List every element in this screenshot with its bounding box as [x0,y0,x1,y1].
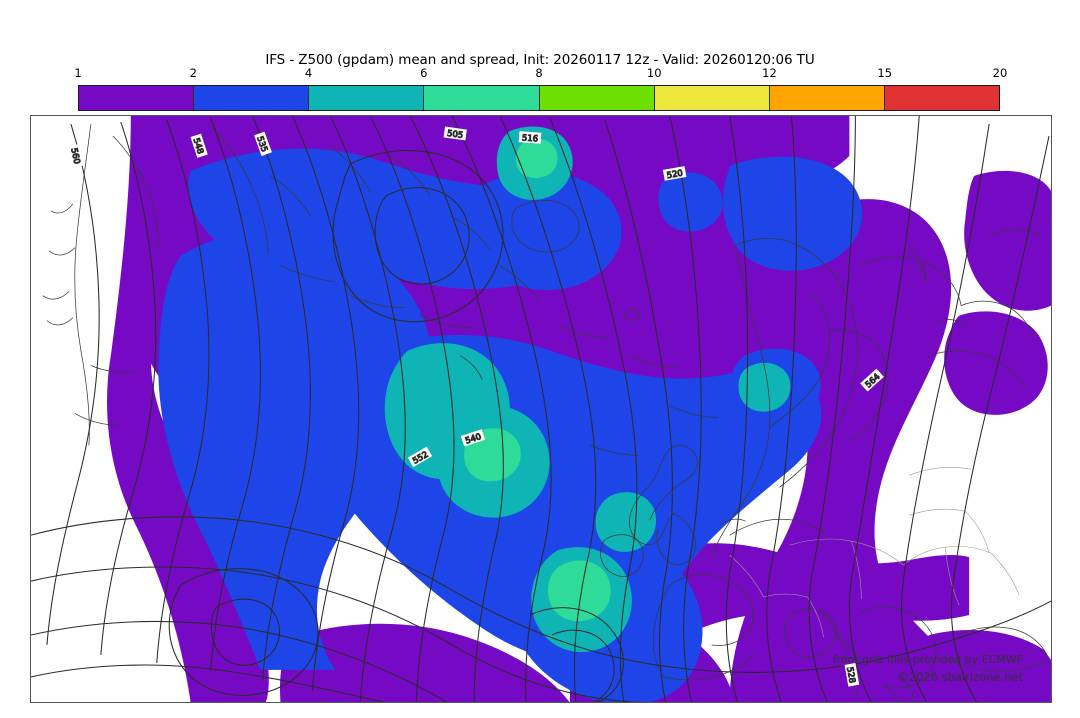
spread-band-2-4-sc [731,411,796,473]
map-canvas: 560 548 535 505 [31,116,1051,702]
spread-band-1-2-ne [964,170,1051,311]
colorbar-segment-2-4 [193,86,309,110]
spread-band-6-8-b [547,560,611,622]
colorbar-tick-3: 6 [420,66,428,80]
colorbar-tick-2: 4 [304,66,313,80]
colorbar-tick-1: 2 [189,66,197,80]
colorbar-segment-4-6 [308,86,424,110]
contour-label-528: 528 [845,666,858,684]
contour-label-520: 520 [666,168,684,181]
spread-band-1-2-sw [280,623,570,702]
contour-layer: 560 548 535 505 [31,116,1051,702]
spread-band-6-8-c [516,138,558,178]
colorbar-segment-15-20 [883,86,999,110]
colorbar-segment-8-10 [538,86,654,110]
spread-band-2-4-mr [658,172,723,232]
colorbar-segment-10-12 [653,86,769,110]
map-panel: 560 548 535 505 [30,115,1052,703]
colorbar-strip [78,85,1000,111]
spread-colorbar: 1 2 4 6 8 10 12 15 20 [74,66,1007,111]
colorbar-tick-5: 10 [646,66,662,80]
colorbar-tick-labels: 1 2 4 6 8 10 12 15 20 [74,66,1007,82]
spread-band-2-4 [158,228,432,670]
contour-label-548: 548 [191,137,206,155]
contour-label-560: 560 [69,147,82,165]
colorbar-tick-0: 1 [74,66,82,80]
page-title: IFS - Z500 (gpdam) mean and spread, Init… [265,52,815,68]
contour-label-505: 505 [446,128,463,140]
spread-band-2-4-ne [723,156,863,271]
contour-label-516: 516 [522,132,539,143]
colorbar-segment-12-15 [768,86,884,110]
colorbar-segment-6-8 [423,86,539,110]
colorbar-tick-7: 15 [877,66,893,80]
spread-band-1-2-se [907,629,1051,702]
colorbar-tick-6: 12 [762,66,777,80]
colorbar-tick-4: 8 [535,66,543,80]
spread-band-4-6-f [738,362,791,412]
spread-band-1-2-er [944,311,1048,415]
colorbar-tick-8: 20 [992,66,1008,80]
colorbar-segment-1-2 [79,86,194,110]
